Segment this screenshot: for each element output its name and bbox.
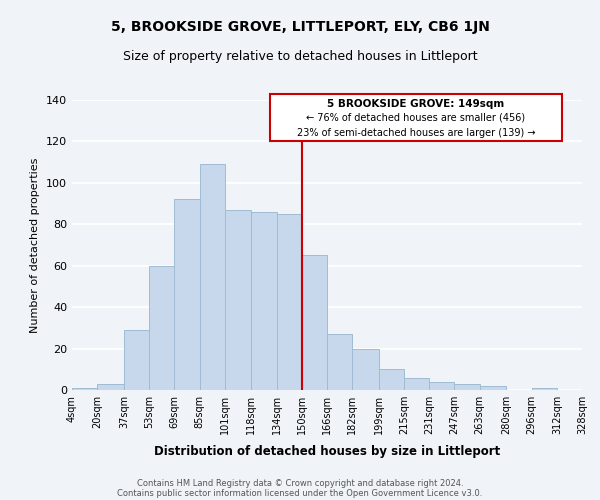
Text: 5 BROOKSIDE GROVE: 149sqm: 5 BROOKSIDE GROVE: 149sqm bbox=[328, 98, 505, 108]
Bar bbox=[124, 330, 149, 390]
Bar bbox=[72, 388, 97, 390]
Bar bbox=[404, 378, 430, 390]
Bar bbox=[430, 382, 455, 390]
Text: Contains HM Land Registry data © Crown copyright and database right 2024.: Contains HM Land Registry data © Crown c… bbox=[137, 478, 463, 488]
Bar bbox=[97, 384, 124, 390]
Y-axis label: Number of detached properties: Number of detached properties bbox=[31, 158, 40, 332]
Bar bbox=[352, 348, 379, 390]
Text: 23% of semi-detached houses are larger (139) →: 23% of semi-detached houses are larger (… bbox=[296, 128, 535, 138]
Text: 5, BROOKSIDE GROVE, LITTLEPORT, ELY, CB6 1JN: 5, BROOKSIDE GROVE, LITTLEPORT, ELY, CB6… bbox=[110, 20, 490, 34]
FancyBboxPatch shape bbox=[271, 94, 562, 142]
Bar bbox=[224, 210, 251, 390]
Bar bbox=[277, 214, 302, 390]
Bar bbox=[302, 256, 327, 390]
Bar bbox=[251, 212, 277, 390]
Bar bbox=[149, 266, 175, 390]
Text: Contains public sector information licensed under the Open Government Licence v3: Contains public sector information licen… bbox=[118, 488, 482, 498]
Text: Size of property relative to detached houses in Littleport: Size of property relative to detached ho… bbox=[122, 50, 478, 63]
Bar bbox=[199, 164, 224, 390]
Bar bbox=[327, 334, 352, 390]
Text: ← 76% of detached houses are smaller (456): ← 76% of detached houses are smaller (45… bbox=[307, 113, 526, 123]
X-axis label: Distribution of detached houses by size in Littleport: Distribution of detached houses by size … bbox=[154, 446, 500, 458]
Bar bbox=[175, 200, 199, 390]
Bar bbox=[379, 370, 404, 390]
Bar bbox=[479, 386, 506, 390]
Bar bbox=[532, 388, 557, 390]
Bar bbox=[455, 384, 479, 390]
